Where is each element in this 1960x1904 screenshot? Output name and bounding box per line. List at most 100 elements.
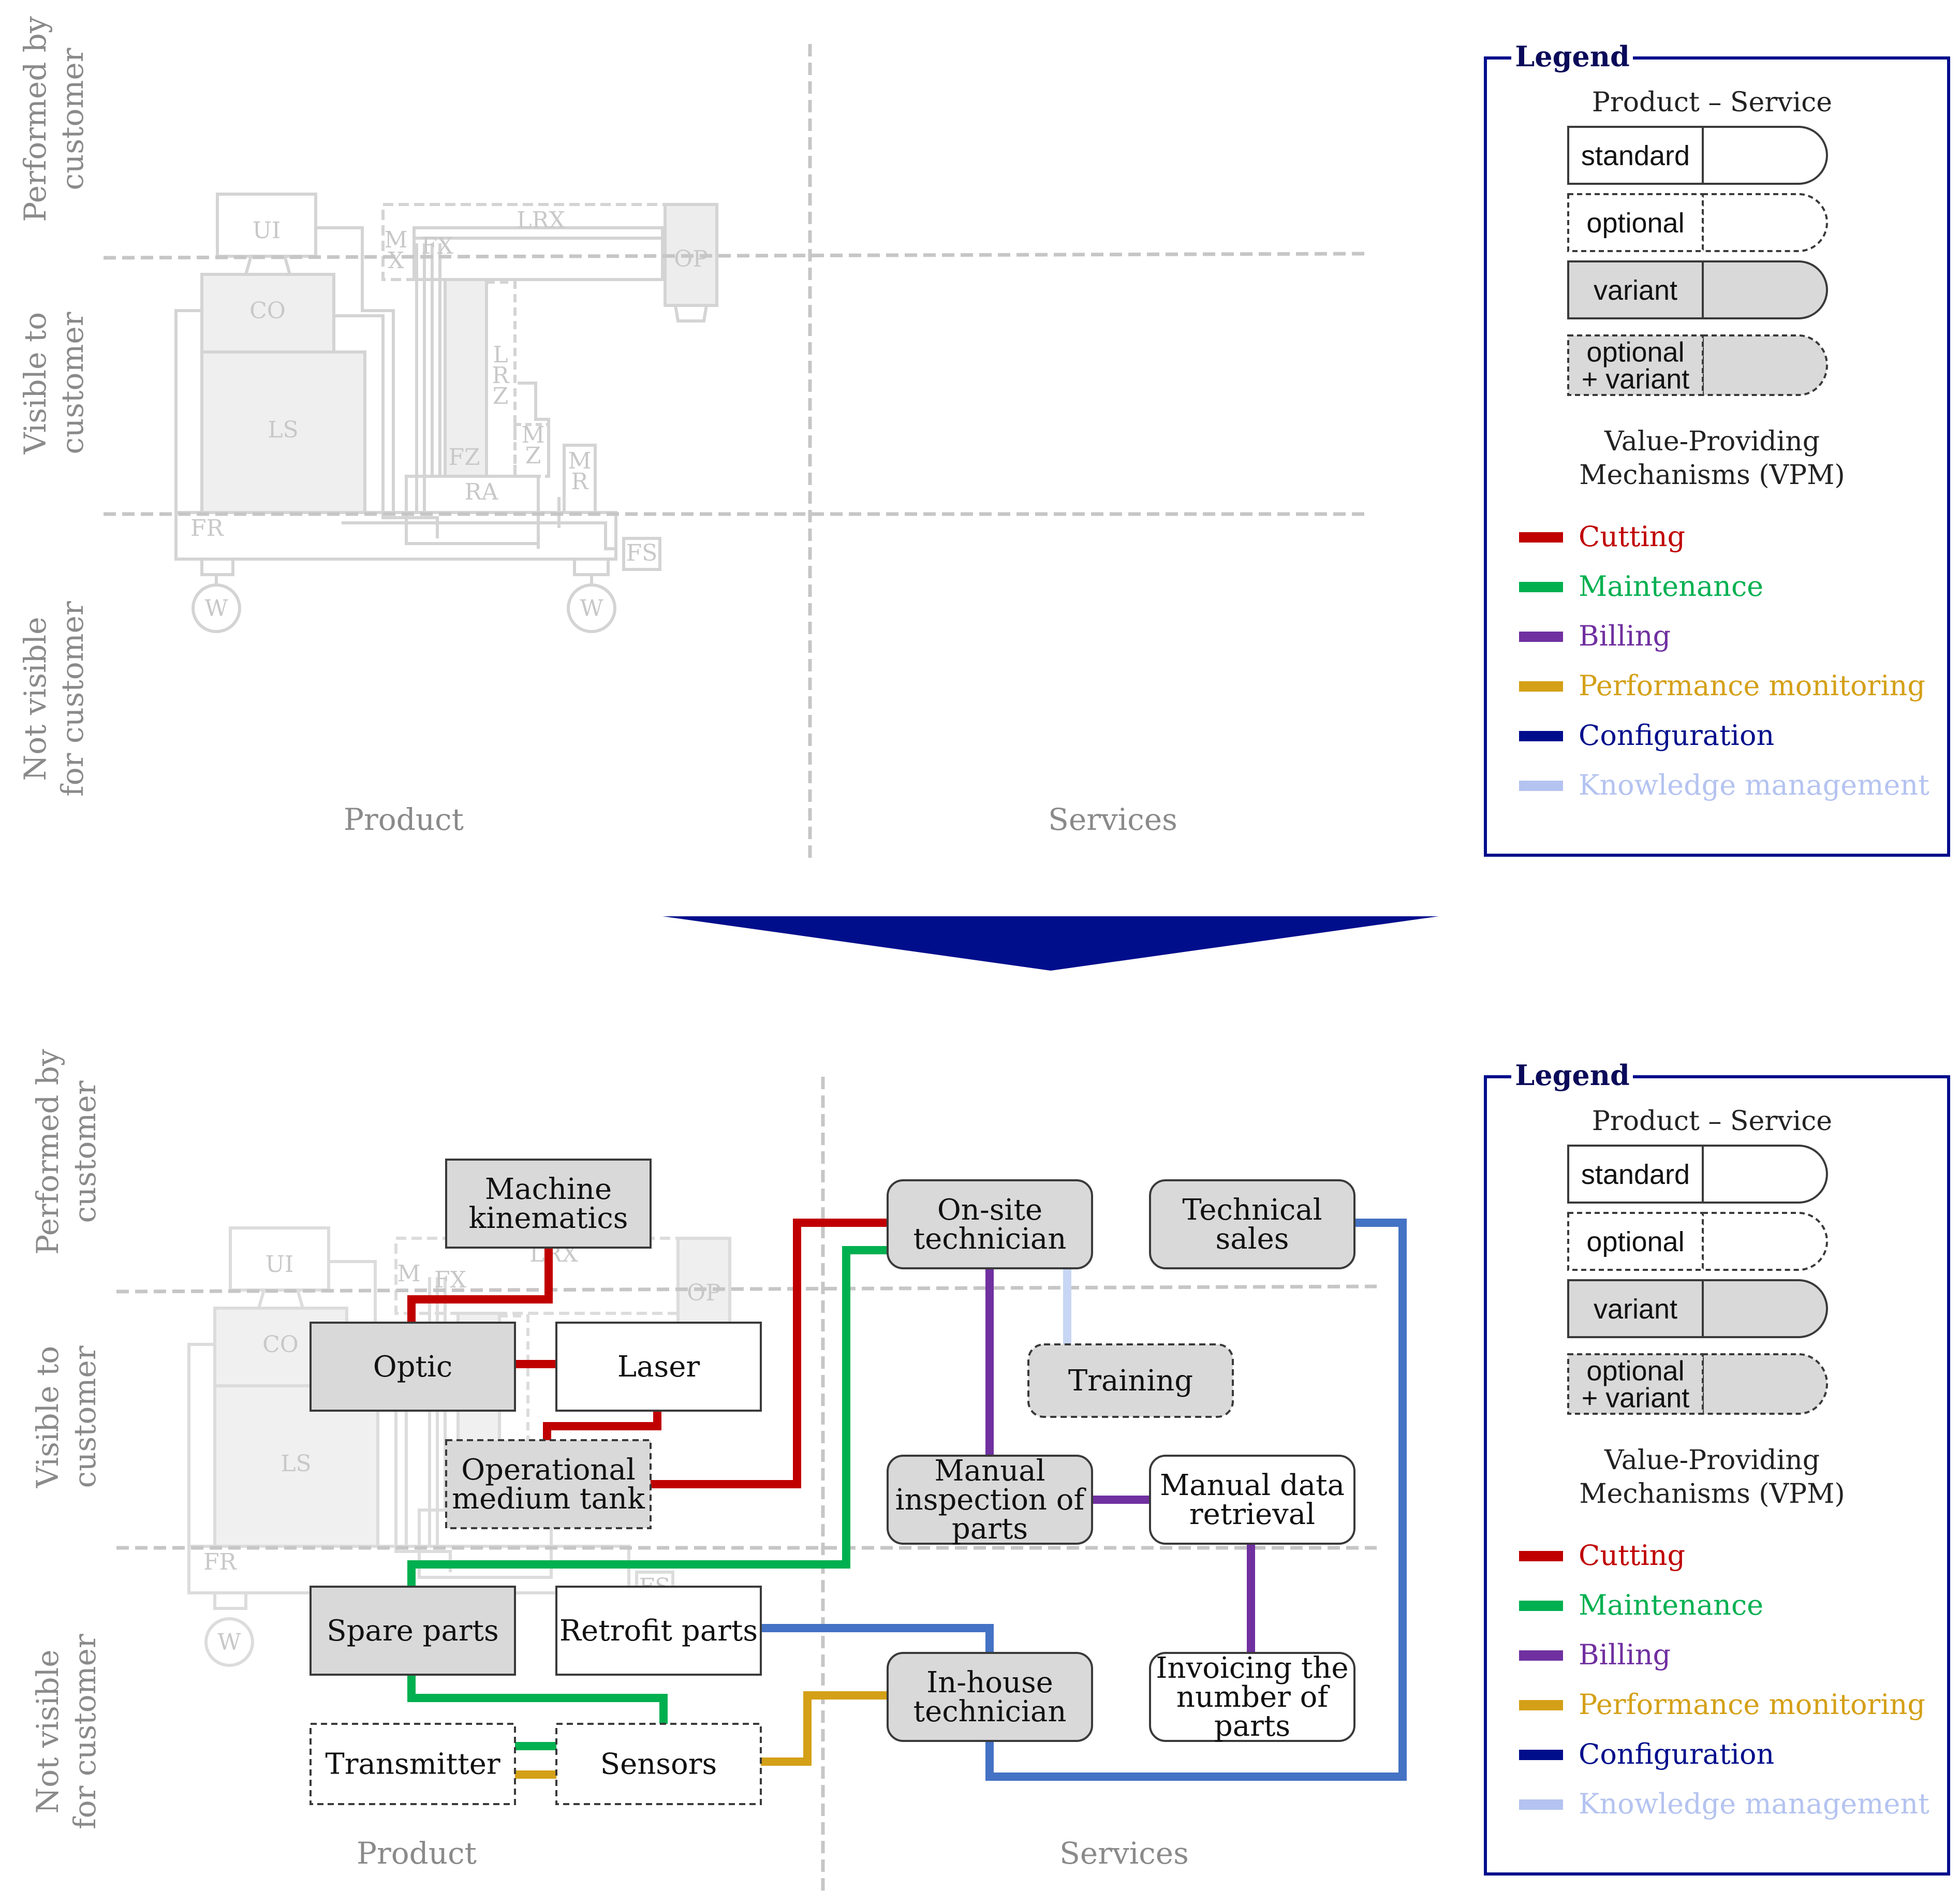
legend-product-half [1567, 260, 1704, 319]
label-mx-1: M [397, 1261, 420, 1287]
retrofit-parts-label: Retrofit parts [559, 1614, 758, 1648]
transition-arrow [662, 916, 1439, 971]
legend-vpm-title: Mechanisms (VPM) [1579, 1478, 1845, 1510]
label-mz-2: Z [525, 443, 541, 469]
legend-swatch-maintenance [1519, 1601, 1563, 1611]
legend-top: Legend Product – Service standard optional v… [1484, 40, 1950, 857]
manual-data-retrieval-label: Manual data [1160, 1469, 1345, 1502]
manual-inspection-label: parts [952, 1512, 1028, 1546]
label-fz: FZ [448, 444, 480, 471]
ls-unit [200, 350, 366, 514]
legend-swatch-billing [1519, 1650, 1563, 1661]
on-site-technician-label: technician [913, 1222, 1067, 1256]
legend-sample-label: optional [1586, 208, 1684, 239]
label-w-left: W [204, 595, 228, 622]
op-tip [674, 305, 708, 323]
legend-sample-label: variant [1594, 275, 1677, 306]
zone-performed-2: customer [67, 1080, 102, 1223]
legend-service-half [1702, 1145, 1828, 1204]
in-house-technician-label: In-house [926, 1666, 1053, 1700]
legend-sample-label: + variant [1582, 1383, 1690, 1414]
label-w-left: W [217, 1629, 241, 1656]
laser-node: Laser [555, 1322, 762, 1412]
cable-b [334, 314, 439, 538]
retrofit-parts-box [555, 1586, 762, 1676]
legend-service-half [1702, 334, 1828, 396]
technical-sales-box [1149, 1179, 1355, 1269]
legend-sample-label: optional [1586, 337, 1684, 368]
legend-product-half [1567, 1212, 1704, 1271]
manual-inspection-box [887, 1455, 1093, 1545]
axis-product-bottom: Product [357, 1836, 477, 1871]
training-label: Training [1068, 1364, 1193, 1398]
legend-vpm-configuration: Configuration [1579, 719, 1774, 752]
training-node: Training [1027, 1343, 1234, 1418]
legend-service-half [1702, 1279, 1828, 1338]
sensors-label: Sensors [600, 1748, 717, 1781]
manual-inspection-label: Manual [934, 1454, 1045, 1488]
connector-maintenance-spare-sensors [407, 1672, 668, 1724]
legend-sample-optional-variant: optional+ variant [1567, 334, 1828, 396]
label-lrz-2: R [492, 362, 510, 389]
legend-vpm-cutting: Cutting [1579, 1539, 1685, 1572]
legend-sample-label: optional [1586, 1356, 1684, 1387]
invoicing-box [1149, 1652, 1355, 1742]
legend-sample-standard: standard [1567, 126, 1828, 185]
legend-service-half [1702, 260, 1828, 319]
label-mz-1: M [521, 422, 544, 448]
zone-visible-2: customer [67, 1345, 102, 1488]
legend-title: Legend [1515, 1059, 1629, 1092]
zone-not-visible-1: Not visible [30, 1649, 65, 1813]
invoicing-label: parts [1214, 1709, 1290, 1743]
axis-services-bottom: Services [1059, 1836, 1189, 1871]
legend-swatch-knowledge [1519, 781, 1563, 791]
zone-visible-2: customer [55, 312, 90, 454]
label-mr-2: R [571, 468, 589, 495]
legend-sample-variant: variant [1567, 1279, 1828, 1338]
legend-swatch-configuration [1519, 731, 1563, 741]
connector-configuration-retrofit-inhouse [758, 1624, 994, 1653]
ui-unit [216, 193, 317, 258]
wheel-axles [215, 575, 593, 585]
legend-sample-label: standard [1581, 1159, 1690, 1190]
zone-performed-2: customer [55, 48, 90, 190]
legend-title: Legend [1515, 40, 1629, 73]
on-site-technician-box [887, 1179, 1093, 1269]
label-ls: LS [281, 1451, 311, 1477]
legend-product-service: Product – Service [1592, 1106, 1832, 1137]
laser-box [555, 1322, 762, 1412]
legend-vpm-maintenance: Maintenance [1579, 1589, 1763, 1621]
machine-kinematics-label: Machine [485, 1173, 612, 1206]
legend-product-half [1567, 1353, 1704, 1415]
machine-kinematics-box [445, 1159, 652, 1249]
connector-cutting-tank-onsite [649, 1219, 888, 1488]
label-lrz-1: L [493, 342, 508, 368]
legend-service-half [1702, 193, 1828, 252]
optic-box [310, 1322, 516, 1412]
zone-visible-1: Visible to [30, 1346, 65, 1488]
wheel-left [204, 1617, 254, 1667]
connector-performance-sensors-inhouse [758, 1691, 888, 1766]
legend-swatch-cutting [1519, 532, 1563, 543]
laser-label: Laser [617, 1350, 700, 1384]
connector-maintenance-onsite-spare [407, 1246, 888, 1587]
zone-not-visible-2: for customer [55, 601, 90, 797]
label-op: OP [674, 246, 708, 272]
legend-swatch-performance [1519, 1700, 1563, 1710]
zone-visible-1: Visible to [18, 312, 53, 455]
spare-parts-node: Spare parts [310, 1586, 516, 1676]
legend-frame [1484, 1075, 1950, 1876]
retrofit-parts-node: Retrofit parts [555, 1586, 762, 1676]
fr-side [174, 309, 202, 559]
legend-sample-optional: optional [1567, 193, 1828, 252]
legend-sample-label: variant [1594, 1294, 1677, 1325]
grid-bottom [116, 1077, 1377, 1892]
